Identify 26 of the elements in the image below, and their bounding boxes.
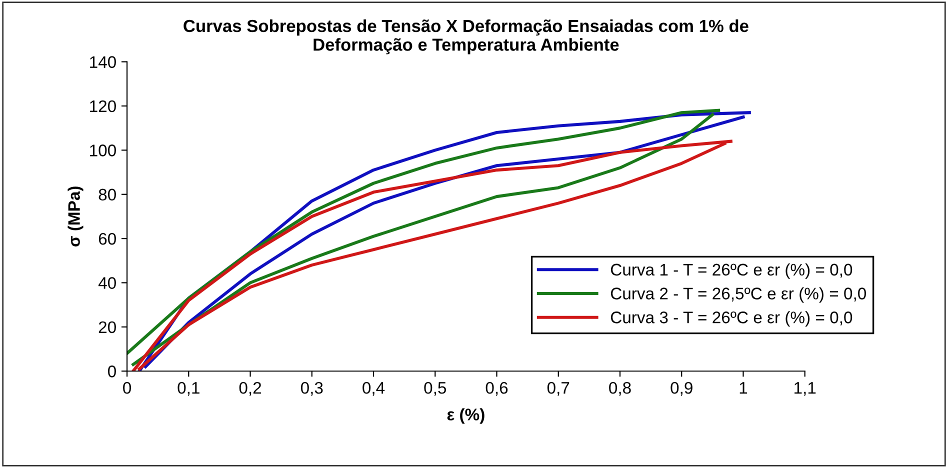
y-tick-label: 140 xyxy=(90,56,116,68)
y-tick-label: 120 xyxy=(90,100,116,112)
y-tick-label: 80 xyxy=(98,188,116,201)
y-axis-title: σ (MPa) xyxy=(68,186,84,246)
y-tick-label: 100 xyxy=(90,144,116,156)
x-tick-label: 0,6 xyxy=(486,382,508,396)
x-tick-label: 1,1 xyxy=(794,382,816,396)
chart-title: Curvas Sobrepostas de Tensão X Deformação Ensaiadas com 1% de Deformação e Temperatura Ambiente xyxy=(184,19,748,54)
x-tick-label: 0,2 xyxy=(239,382,262,396)
x-axis-title: ε (%) xyxy=(447,408,484,424)
x-tick-label: 0,5 xyxy=(424,382,446,396)
legend-label: Curva 2 - T = 26,5ºC e εr (%) = 0,0 xyxy=(610,287,866,303)
legend-label: Curva 3 - T = 26ºC e εr (%) = 0,0 xyxy=(610,311,852,327)
y-tick-label: 20 xyxy=(98,321,116,334)
x-tick-label: 0,7 xyxy=(547,382,570,396)
x-tick-label: 0,8 xyxy=(609,382,631,396)
x-tick-label: 0,9 xyxy=(670,382,692,396)
x-tick-label: 1 xyxy=(740,382,748,394)
x-tick-label: 0,1 xyxy=(178,382,200,396)
y-tick-label: 0 xyxy=(108,366,116,378)
x-tick-label: 0 xyxy=(123,382,132,394)
y-tick-label: 40 xyxy=(98,277,116,289)
x-tick-label: 0,4 xyxy=(362,382,385,396)
x-tick-label: 0,3 xyxy=(300,382,323,396)
legend-label: Curva 1 - T = 26ºC e εr (%) = 0,0 xyxy=(610,263,852,279)
y-tick-label: 60 xyxy=(98,232,116,245)
